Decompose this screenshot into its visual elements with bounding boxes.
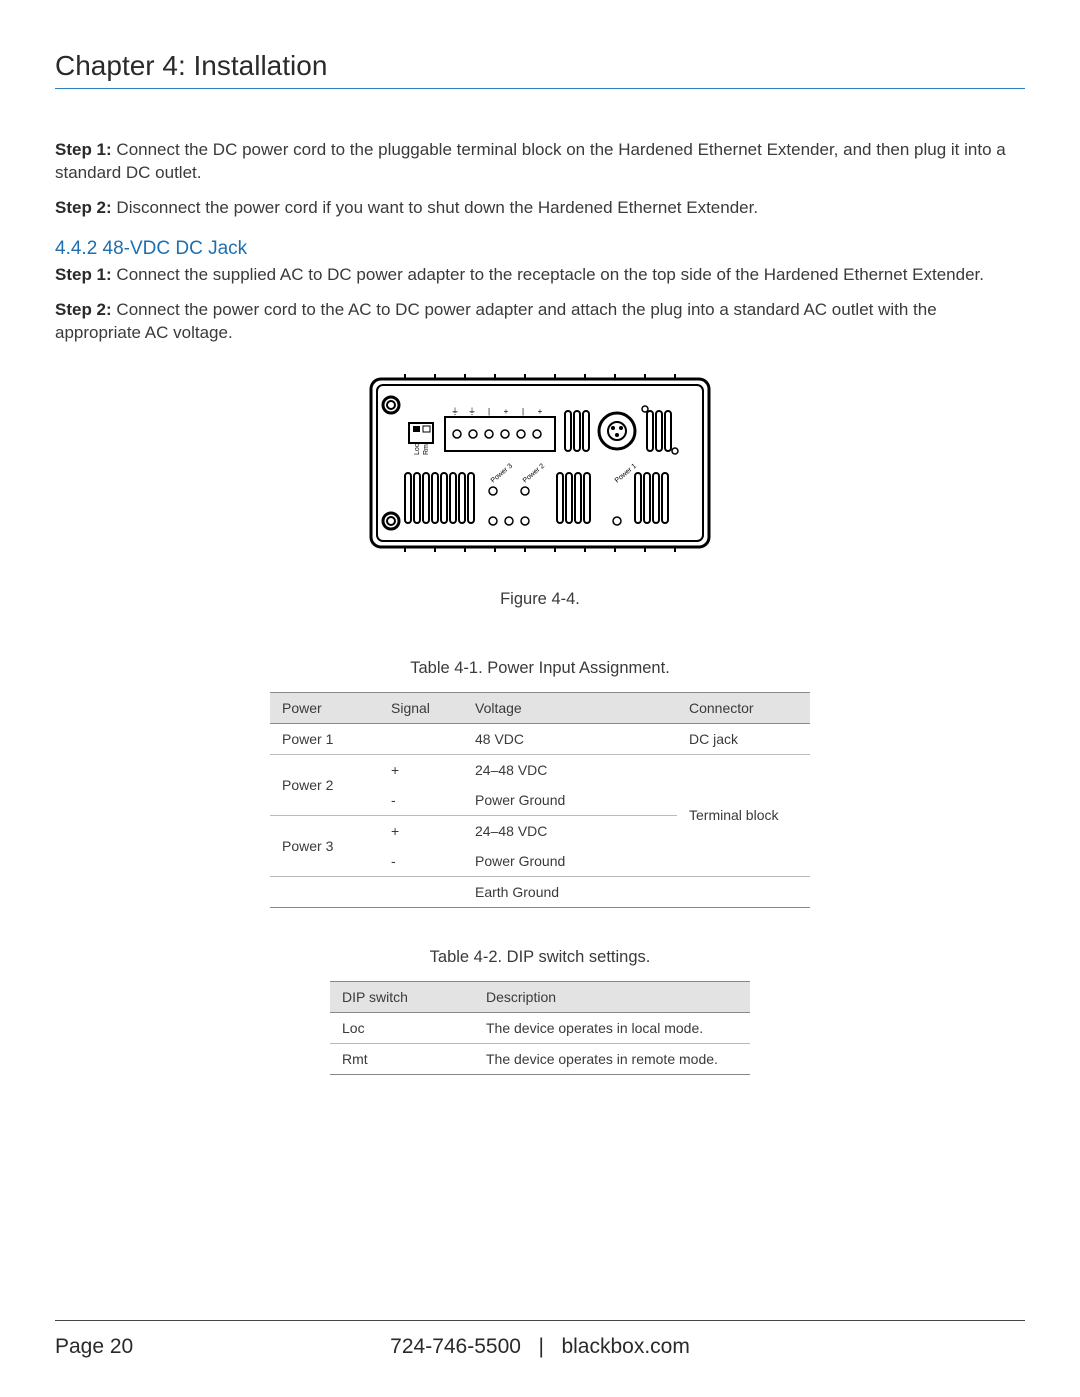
device-diagram-icon: Loc Rmt ⏚ ⏚ | + | + bbox=[365, 373, 715, 553]
table-row: Power 1 48 VDC DC jack bbox=[270, 723, 810, 754]
power-input-table: Power Signal Voltage Connector Power 1 4… bbox=[270, 692, 810, 908]
step2-text: Disconnect the power cord if you want to… bbox=[112, 198, 758, 217]
step1b-text: Connect the supplied AC to DC power adap… bbox=[112, 265, 984, 284]
svg-text:⏚: ⏚ bbox=[451, 407, 459, 416]
svg-text:+: + bbox=[538, 407, 543, 416]
svg-text:Rmt: Rmt bbox=[423, 442, 430, 455]
figure-caption: Figure 4-4. bbox=[55, 590, 1025, 609]
table-row: Power 2 + 24–48 VDC Terminal block bbox=[270, 754, 810, 785]
footer-phone: 724-746-5500 bbox=[390, 1335, 521, 1358]
table-header-row: DIP switch Description bbox=[330, 981, 750, 1012]
dip-switch-table: DIP switch Description Loc The device op… bbox=[330, 981, 750, 1075]
svg-text:⏚: ⏚ bbox=[468, 407, 476, 416]
col-connector: Connector bbox=[677, 692, 810, 723]
col-dip: DIP switch bbox=[330, 981, 474, 1012]
svg-text:|: | bbox=[488, 407, 490, 416]
step2-label: Step 2: bbox=[55, 198, 112, 217]
col-signal: Signal bbox=[379, 692, 463, 723]
col-power: Power bbox=[270, 692, 379, 723]
svg-text:Loc: Loc bbox=[414, 443, 421, 455]
step2b-text: Connect the power cord to the AC to DC p… bbox=[55, 300, 937, 342]
page-number: Page 20 bbox=[55, 1335, 133, 1359]
footer-contact: 724-746-5500 | blackbox.com bbox=[390, 1335, 690, 1359]
section-heading: 4.4.2 48-VDC DC Jack bbox=[55, 238, 1025, 260]
page-footer: Page 20 724-746-5500 | blackbox.com bbox=[55, 1320, 1025, 1359]
svg-text:|: | bbox=[522, 407, 524, 416]
title-rule bbox=[55, 88, 1025, 89]
step1b-label: Step 1: bbox=[55, 265, 112, 284]
chapter-title: Chapter 4: Installation bbox=[55, 50, 1025, 82]
table1-caption: Table 4-1. Power Input Assignment. bbox=[55, 659, 1025, 678]
step2-paragraph: Step 2: Disconnect the power cord if you… bbox=[55, 197, 1025, 220]
table-row: Rmt The device operates in remote mode. bbox=[330, 1043, 750, 1074]
table-header-row: Power Signal Voltage Connector bbox=[270, 692, 810, 723]
step1b-paragraph: Step 1: Connect the supplied AC to DC po… bbox=[55, 264, 1025, 287]
step1-paragraph: Step 1: Connect the DC power cord to the… bbox=[55, 139, 1025, 185]
step2b-paragraph: Step 2: Connect the power cord to the AC… bbox=[55, 299, 1025, 345]
step1-label: Step 1: bbox=[55, 140, 112, 159]
table2-caption: Table 4-2. DIP switch settings. bbox=[55, 948, 1025, 967]
footer-site: blackbox.com bbox=[561, 1335, 689, 1358]
svg-text:+: + bbox=[504, 407, 509, 416]
footer-sep: | bbox=[538, 1335, 543, 1358]
step1-text: Connect the DC power cord to the pluggab… bbox=[55, 140, 1006, 182]
device-figure: Loc Rmt ⏚ ⏚ | + | + bbox=[55, 373, 1025, 558]
col-voltage: Voltage bbox=[463, 692, 677, 723]
col-desc: Description bbox=[474, 981, 750, 1012]
footer-spacer bbox=[1019, 1335, 1025, 1359]
table-row: Earth Ground bbox=[270, 876, 810, 907]
step2b-label: Step 2: bbox=[55, 300, 112, 319]
table-row: Loc The device operates in local mode. bbox=[330, 1012, 750, 1043]
